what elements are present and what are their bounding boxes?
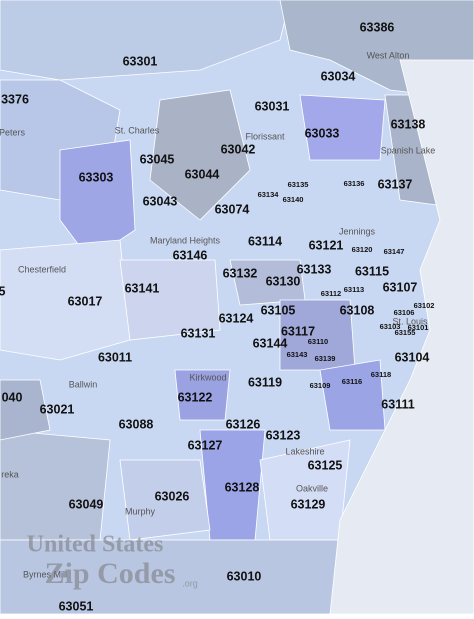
place-name: Jennings <box>339 226 376 236</box>
watermark-suffix: .org <box>182 578 198 588</box>
place-name: reka <box>1 469 19 479</box>
small-zip-label: 63118 <box>371 370 391 379</box>
zip-label: 63111 <box>381 397 414 411</box>
zip-label: 5 <box>0 284 6 298</box>
place-name: St. Charles <box>115 125 160 135</box>
small-zip-label: 63134 <box>258 190 280 199</box>
zip-label: 63033 <box>305 126 340 140</box>
place-name: Murphy <box>125 506 156 516</box>
small-zip-label: 63139 <box>315 354 336 363</box>
small-zip-label: 63109 <box>310 381 331 390</box>
small-zip-label: 63103 <box>380 322 401 331</box>
zip-label: 63386 <box>360 20 395 34</box>
zip-label: 63123 <box>266 428 301 442</box>
zip-label: 63051 <box>59 599 94 613</box>
zip-label: 63017 <box>68 294 103 308</box>
small-zip-label: 63106 <box>394 308 415 317</box>
small-zip-label: 63140 <box>283 195 304 204</box>
zip-label: 040 <box>2 390 23 404</box>
place-name: Peters <box>0 127 26 137</box>
small-zip-label: 63120 <box>352 245 373 254</box>
zip-label: 63127 <box>188 438 223 452</box>
small-zip-label: 63101 <box>408 323 429 332</box>
zip-label: 63130 <box>266 274 301 288</box>
zip-label: 63122 <box>178 390 213 404</box>
zip-label: 63049 <box>69 497 104 511</box>
zip-label: 63126 <box>226 417 261 431</box>
zip-label: 63124 <box>219 311 254 325</box>
zip-label: 63144 <box>253 336 288 350</box>
zip-label: 63301 <box>123 54 158 68</box>
zip-label: 63137 <box>378 177 413 191</box>
zip-label: 63125 <box>308 458 343 472</box>
place-name: Ballwin <box>69 379 98 389</box>
zip-label: 63011 <box>98 350 132 364</box>
zip-label: 63043 <box>143 194 178 208</box>
zip-label: 63010 <box>227 569 262 583</box>
small-zip-label: 63112 <box>321 289 341 298</box>
zip-label: 63131 <box>181 326 216 340</box>
small-zip-label: 63116 <box>342 377 362 386</box>
place-name: Kirkwood <box>189 372 226 382</box>
zip-label: 63303 <box>79 170 114 184</box>
place-name: Maryland Heights <box>150 235 221 245</box>
zip-label: 63074 <box>215 202 250 216</box>
zip-label: 63128 <box>225 480 260 494</box>
zip-label: 63132 <box>223 266 258 280</box>
place-name: West Alton <box>367 50 410 60</box>
watermark: United States Zip Codes .org <box>27 532 198 590</box>
place-name: Spanish Lake <box>381 145 436 155</box>
place-name: St. Louis <box>392 316 428 326</box>
small-zip-label: 63113 <box>344 285 364 294</box>
place-name: Florissant <box>245 131 285 141</box>
zip-label: 63146 <box>173 248 208 262</box>
small-zip-label: 63155 <box>395 328 416 337</box>
zip-label: 63104 <box>395 350 430 364</box>
small-zip-label: 63102 <box>414 301 435 310</box>
zip-label: 63117 <box>281 324 315 338</box>
zip-label: 63121 <box>309 238 344 252</box>
zip-label: 63119 <box>248 375 282 389</box>
zip-label: 63115 <box>355 264 389 278</box>
zip-label: 63026 <box>155 489 190 503</box>
zip-label: 63034 <box>321 69 356 83</box>
zip-label: 63133 <box>297 262 332 276</box>
zip-label: 63042 <box>221 142 256 156</box>
zip-label: 63108 <box>340 303 375 317</box>
small-zip-label: 63136 <box>344 179 365 188</box>
zip-label: 63088 <box>119 417 154 431</box>
place-name: Oakville <box>296 483 328 493</box>
watermark-line1: United States <box>27 532 164 558</box>
small-zip-label: 63135 <box>288 180 309 189</box>
zip-label: 63021 <box>40 402 75 416</box>
zip-label: 63045 <box>140 152 175 166</box>
small-zip-label: 63147 <box>384 247 405 256</box>
zip-label: 63105 <box>261 303 296 317</box>
watermark-line2: Zip Codes <box>45 557 176 590</box>
zip-label: 3376 <box>1 92 29 106</box>
zip-label: 63129 <box>291 497 326 511</box>
zip-label: 63138 <box>391 117 426 131</box>
place-name: Lakeshire <box>285 446 324 456</box>
zip-label: 63031 <box>255 99 290 113</box>
place-name: Byrnes Mill <box>23 569 67 579</box>
small-zip-label: 63110 <box>308 337 328 346</box>
labels: West Alton St. Charles Florissant Spanish L… <box>0 20 435 613</box>
zip-label: 63114 <box>248 234 282 248</box>
place-name: Chesterfield <box>18 264 66 274</box>
zip-label: 63141 <box>125 281 160 295</box>
zip-label: 63107 <box>383 280 418 294</box>
zip-label: 63044 <box>185 167 220 181</box>
small-zip-label: 63143 <box>287 350 308 359</box>
